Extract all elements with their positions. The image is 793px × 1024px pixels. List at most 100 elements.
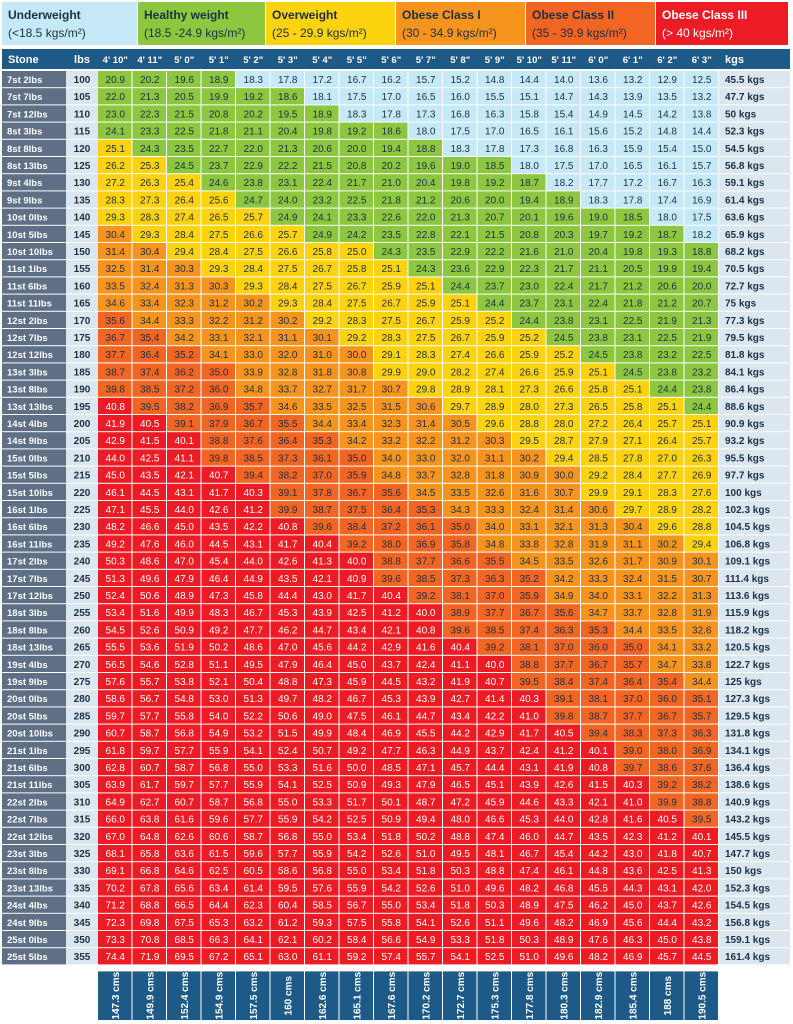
bmi-value: 29.3: [209, 264, 229, 275]
bmi-value: 19.0: [589, 213, 609, 224]
stone-cell: [2, 294, 66, 311]
kgs-cell: [719, 225, 790, 242]
bmi-value: 20.4: [589, 247, 609, 258]
bmi-value: 31.5: [658, 574, 678, 585]
bmi-value: 20.8: [209, 109, 229, 120]
bmi-cell: [339, 191, 373, 208]
bmi-value: 40.8: [278, 522, 298, 533]
bmi-cell: [339, 105, 373, 122]
bmi-value: 50.3: [451, 866, 471, 877]
bmi-value: 20.9: [106, 75, 126, 86]
bmi-value: 27.8: [623, 453, 643, 464]
height-cm-label: 147.3 cms: [111, 971, 122, 1019]
bmi-value: 14.7: [554, 92, 574, 103]
stone-label: 15st 5lbs: [7, 471, 48, 482]
bmi-cell: [201, 277, 235, 294]
lbs-cell: [66, 139, 98, 156]
bmi-value: 18.2: [692, 230, 712, 241]
bmi-value: 35.2: [520, 574, 540, 585]
lbs-value: 335: [74, 883, 91, 894]
bmi-value: 51.8: [451, 901, 471, 912]
bmi-cell: [443, 139, 477, 156]
bmi-value: 37.0: [313, 471, 333, 482]
bmi-value: 25.8: [589, 385, 609, 396]
bmi-value: 20.8: [347, 161, 367, 172]
bmi-value: 35.0: [347, 453, 367, 464]
bmi-value: 16.8: [554, 144, 574, 155]
bmi-value: 26.6: [244, 230, 264, 241]
bmi-value: 22.8: [416, 230, 436, 241]
bmi-value: 55.9: [244, 780, 264, 791]
bmi-value: 33.9: [244, 367, 264, 378]
bmi-value: 45.9: [485, 797, 505, 808]
stone-label: 18st 3lbs: [7, 608, 48, 619]
bmi-value: 47.3: [209, 591, 229, 602]
bmi-value: 38.3: [623, 729, 643, 740]
bmi-value: 32.2: [209, 316, 229, 327]
kgs-cell: [719, 243, 790, 260]
bmi-value: 14.8: [485, 75, 505, 86]
bmi-value: 24.4: [692, 402, 712, 413]
bmi-value: 45.3: [520, 815, 540, 826]
bmi-value: 59.2: [347, 952, 367, 963]
bmi-value: 39.8: [209, 453, 229, 464]
bmi-value: 21.3: [451, 213, 471, 224]
bmi-value: 30.4: [140, 247, 160, 258]
lbs-value: 195: [74, 402, 91, 413]
lbs-cell: [66, 191, 98, 208]
bmi-cell: [201, 225, 235, 242]
bmi-value: 43.1: [244, 539, 264, 550]
bmi-value: 39.2: [658, 780, 678, 791]
bmi-value: 45.0: [175, 522, 195, 533]
bmi-cell: [374, 105, 408, 122]
lbs-value: 260: [74, 625, 91, 636]
bmi-value: 52.5: [347, 815, 367, 826]
bmi-value: 30.0: [554, 471, 574, 482]
height-cm-label: 190.5 cms: [698, 971, 709, 1019]
bmi-value: 43.0: [623, 849, 643, 860]
bmi-value: 19.6: [554, 213, 574, 224]
bmi-value: 30.4: [623, 522, 643, 533]
kgs-cell: [719, 71, 790, 88]
bmi-cell: [443, 122, 477, 139]
bmi-value: 66.0: [106, 815, 126, 826]
bmi-value: 40.4: [451, 643, 471, 654]
bmi-value: 66.3: [209, 935, 229, 946]
bmi-cell: [236, 243, 270, 260]
lbs-cell: [66, 243, 98, 260]
bmi-cell: [650, 71, 684, 88]
bmi-value: 19.2: [244, 92, 264, 103]
bmi-value: 32.0: [278, 350, 298, 361]
bmi-value: 48.7: [416, 797, 436, 808]
bmi-value: 23.7: [520, 299, 540, 310]
bmi-value: 55.0: [347, 866, 367, 877]
bmi-value: 43.9: [520, 780, 540, 791]
stone-label: 8st 3lbs: [7, 127, 42, 138]
bmi-cell: [374, 243, 408, 260]
bmi-value: 32.8: [554, 539, 574, 550]
bmi-cell: [270, 157, 304, 174]
bmi-value: 26.6: [520, 367, 540, 378]
bmi-value: 51.3: [244, 694, 264, 705]
bmi-value: 34.2: [175, 333, 195, 344]
header-height-ft: 6' 1": [623, 55, 643, 66]
kgs-cell: [719, 191, 790, 208]
lbs-value: 180: [74, 350, 91, 361]
stone-label: 25st 5lbs: [7, 952, 48, 963]
bmi-value: 36.7: [520, 608, 540, 619]
stone-label: 18st 13lbs: [7, 643, 53, 654]
bmi-value: 57.7: [278, 849, 298, 860]
kgs-value: 90.9 kgs: [725, 419, 765, 430]
bmi-value: 38.0: [658, 746, 678, 757]
bmi-value: 50.2: [209, 643, 229, 654]
bmi-value: 26.3: [140, 178, 160, 189]
bmi-value: 21.5: [313, 161, 333, 172]
bmi-value: 57.5: [347, 918, 367, 929]
bmi-cell: [339, 243, 373, 260]
bmi-cell: [98, 294, 132, 311]
bmi-value: 33.1: [623, 591, 643, 602]
bmi-value: 32.3: [175, 299, 195, 310]
bmi-cell: [305, 157, 339, 174]
bmi-value: 25.2: [520, 333, 540, 344]
bmi-value: 53.3: [313, 797, 333, 808]
